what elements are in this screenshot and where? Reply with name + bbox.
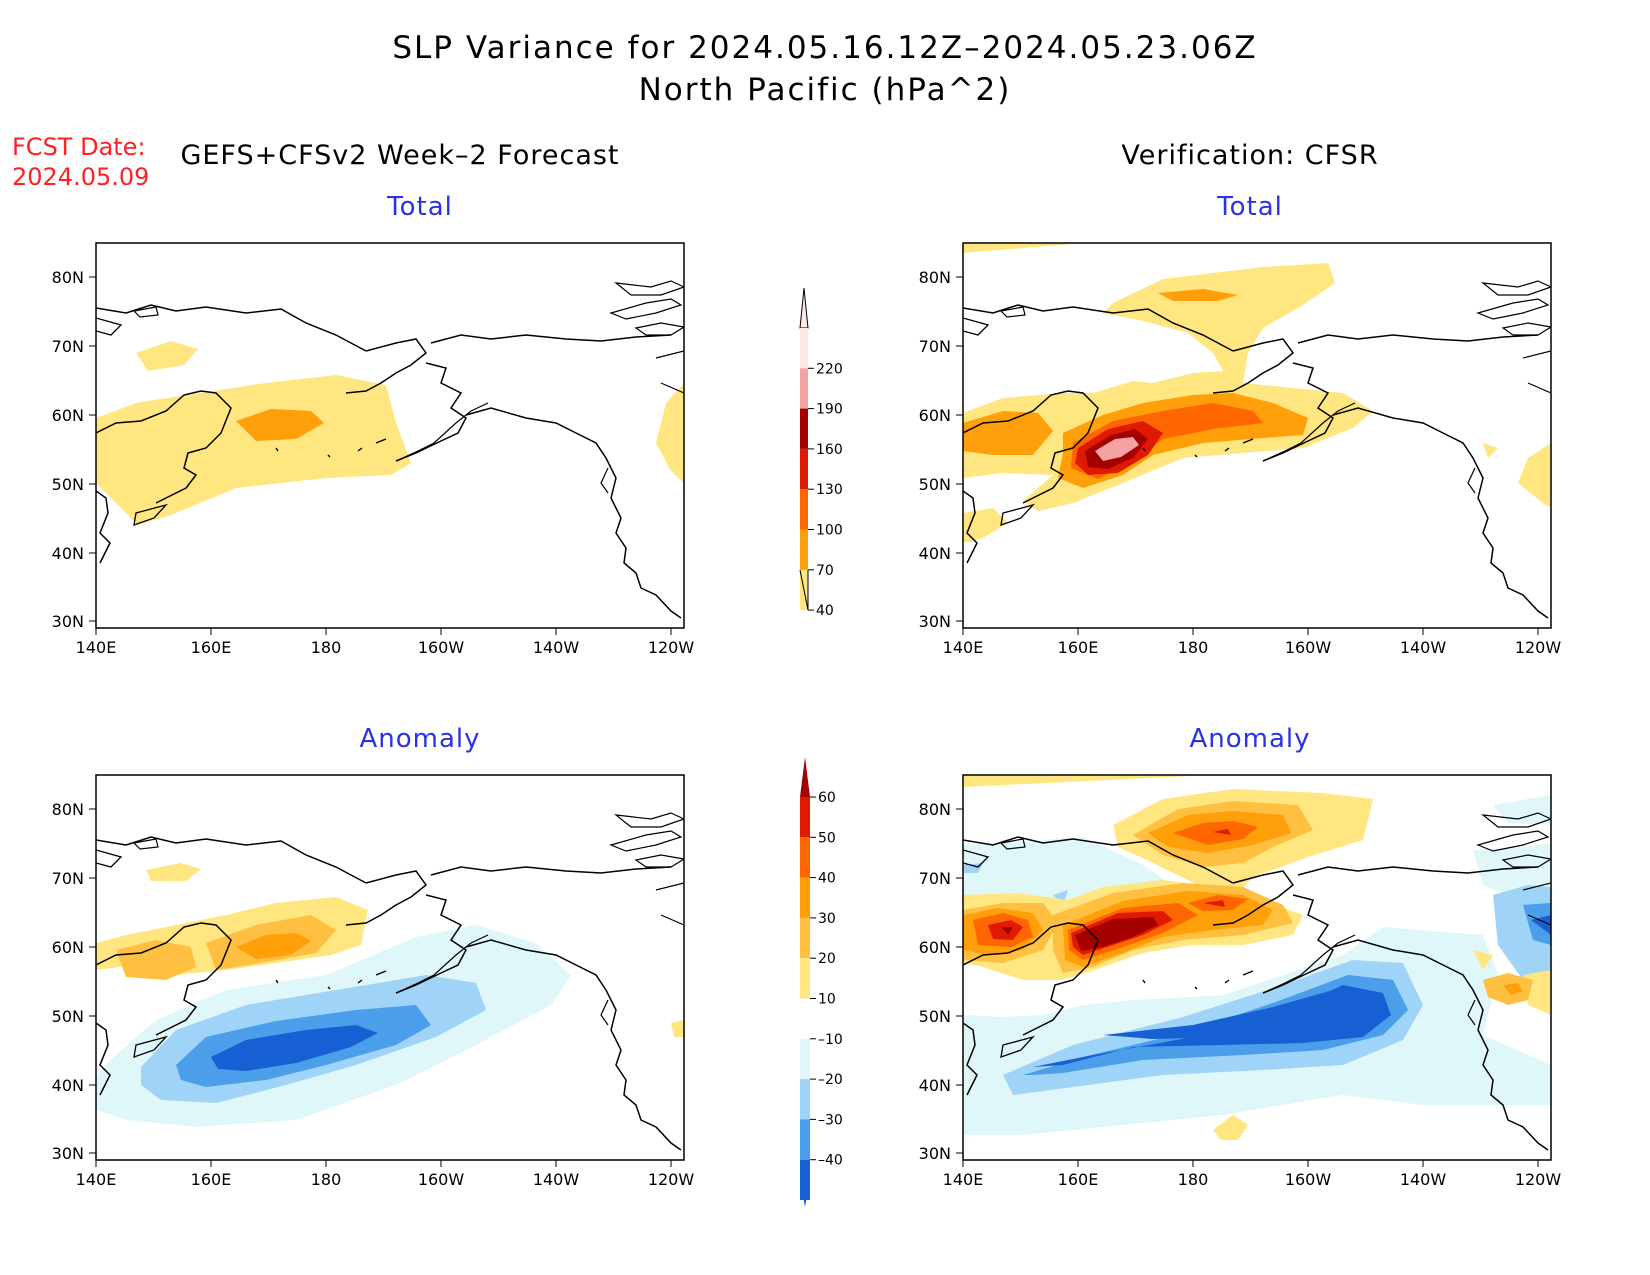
colorbar-total-label: 100 <box>816 523 843 539</box>
lat-tick-label: 30N <box>52 1144 84 1163</box>
colorbar-anomaly-swatch <box>800 917 810 959</box>
right-column-title: Verification: CFSR <box>1121 140 1379 171</box>
colorbar-total-label: 130 <box>816 482 843 498</box>
lon-tick-label: 120W <box>648 1170 695 1189</box>
colorbar-total-label: 40 <box>816 603 834 619</box>
lat-tick-label: 40N <box>919 544 951 563</box>
lon-tick-label: 160W <box>1285 1170 1332 1189</box>
colorbar-anomaly-label: 50 <box>818 830 836 846</box>
colorbar-anomaly-label: –30 <box>818 1112 843 1128</box>
colorbar-total-swatch <box>800 408 808 449</box>
lat-tick-label: 50N <box>52 475 84 494</box>
panel-title-top-left: Total <box>387 192 453 222</box>
lon-tick-label: 140E <box>943 638 984 657</box>
colorbar-anomaly-label: 10 <box>818 992 836 1008</box>
colorbar-total-label: 190 <box>816 402 843 418</box>
lon-tick-label: 140W <box>533 1170 580 1189</box>
colorbar-total-swatch <box>800 448 808 490</box>
colorbar-total: 220 190 160 130 100 70 40 <box>799 287 843 619</box>
colorbar-anomaly-swatch <box>800 797 810 838</box>
lat-tick-label: 70N <box>919 869 951 888</box>
lon-tick-label: 160E <box>1058 638 1099 657</box>
lat-tick-label: 70N <box>52 869 84 888</box>
colorbar-total-label: 70 <box>816 563 834 579</box>
lon-tick-label: 160W <box>418 638 465 657</box>
colorbar-total-swatch <box>800 529 808 570</box>
lat-tick-label: 60N <box>919 406 951 425</box>
colorbar-total-swatch <box>800 328 808 369</box>
lon-tick-label: 160E <box>191 638 232 657</box>
colorbar-anomaly-label: 60 <box>818 790 836 806</box>
colorbar-total-label: 220 <box>816 361 843 377</box>
lon-tick-label: 120W <box>1515 638 1562 657</box>
lat-tick-label: 80N <box>52 268 84 287</box>
colorbar-anomaly-label: 30 <box>818 911 836 927</box>
fcst-label: FCST Date: <box>12 133 146 161</box>
map-verification-anomaly <box>962 774 1552 1161</box>
lon-tick-label: 140W <box>1400 638 1447 657</box>
lon-tick-label: 160E <box>191 1170 232 1189</box>
map-verification-total <box>962 242 1552 629</box>
colorbar-anomaly-swatch <box>800 1079 810 1120</box>
lon-tick-label: 120W <box>648 638 695 657</box>
lat-tick-label: 60N <box>919 938 951 957</box>
colorbar-anomaly-swatch <box>800 877 810 918</box>
colorbar-anomaly-swatch <box>800 1038 810 1080</box>
lon-tick-label: 160E <box>1058 1170 1099 1189</box>
colorbar-anomaly-swatch <box>800 998 810 1039</box>
lon-tick-label: 180 <box>1178 1170 1209 1189</box>
colorbar-anomaly-label: 20 <box>818 951 836 967</box>
colorbar-anomaly-swatch <box>800 958 810 999</box>
lat-tick-label: 80N <box>919 268 951 287</box>
lon-tick-label: 140E <box>76 1170 117 1189</box>
lat-tick-label: 30N <box>919 1144 951 1163</box>
colorbar-total-swatch <box>800 368 808 409</box>
lon-tick-label: 160W <box>1285 638 1332 657</box>
colorbar-anomaly-label: –20 <box>818 1072 843 1088</box>
lon-tick-label: 140W <box>1400 1170 1447 1189</box>
colorbar-anomaly-label: 40 <box>818 871 836 887</box>
lat-tick-label: 50N <box>52 1007 84 1026</box>
lon-tick-label: 180 <box>311 638 342 657</box>
lat-tick-label: 70N <box>919 337 951 356</box>
lat-tick-label: 70N <box>52 337 84 356</box>
fcst-date: 2024.05.09 <box>12 163 150 191</box>
panel-title-bottom-left: Anomaly <box>359 724 481 754</box>
colorbar-anomaly-swatch <box>800 1119 810 1160</box>
lon-tick-label: 140E <box>76 638 117 657</box>
lon-tick-label: 160W <box>418 1170 465 1189</box>
lat-tick-label: 30N <box>52 612 84 631</box>
lat-tick-label: 80N <box>919 800 951 819</box>
lon-tick-label: 120W <box>1515 1170 1562 1189</box>
lon-tick-label: 140E <box>943 1170 984 1189</box>
colorbar-anomaly-label: –40 <box>818 1153 843 1169</box>
lon-tick-label: 180 <box>1178 638 1209 657</box>
lat-tick-label: 60N <box>52 938 84 957</box>
main-subtitle: North Pacific (hPa^2) <box>638 72 1012 108</box>
main-title: SLP Variance for 2024.05.16.12Z–2024.05.… <box>392 30 1258 66</box>
lat-tick-label: 60N <box>52 406 84 425</box>
lat-tick-label: 40N <box>52 544 84 563</box>
colorbar-anomaly-swatch <box>800 837 810 878</box>
panel-title-bottom-right: Anomaly <box>1189 724 1311 754</box>
colorbar-anomaly-label: –10 <box>818 1032 843 1048</box>
lat-tick-label: 50N <box>919 475 951 494</box>
lon-tick-label: 140W <box>533 638 580 657</box>
map-forecast-total <box>95 242 685 629</box>
lat-tick-label: 40N <box>52 1076 84 1095</box>
map-forecast-anomaly <box>95 774 685 1161</box>
colorbar-anomaly-swatch <box>800 1159 810 1200</box>
panel-title-top-right: Total <box>1217 192 1283 222</box>
lat-tick-label: 80N <box>52 800 84 819</box>
lat-tick-label: 40N <box>919 1076 951 1095</box>
lon-tick-label: 180 <box>311 1170 342 1189</box>
colorbar-total-swatch <box>800 489 808 530</box>
left-column-title: GEFS+CFSv2 Week–2 Forecast <box>180 140 620 171</box>
colorbar-total-label: 160 <box>816 442 843 458</box>
colorbar-anomaly: 60 50 40 30 20 10 –10 –20 –30 –40 <box>800 757 843 1207</box>
lat-tick-label: 30N <box>919 612 951 631</box>
axis-labels: 80N 70N 60N 50N 40N 30N 140E 160E 180 160W 140W 120… <box>52 268 1562 1189</box>
lat-tick-label: 50N <box>919 1007 951 1026</box>
